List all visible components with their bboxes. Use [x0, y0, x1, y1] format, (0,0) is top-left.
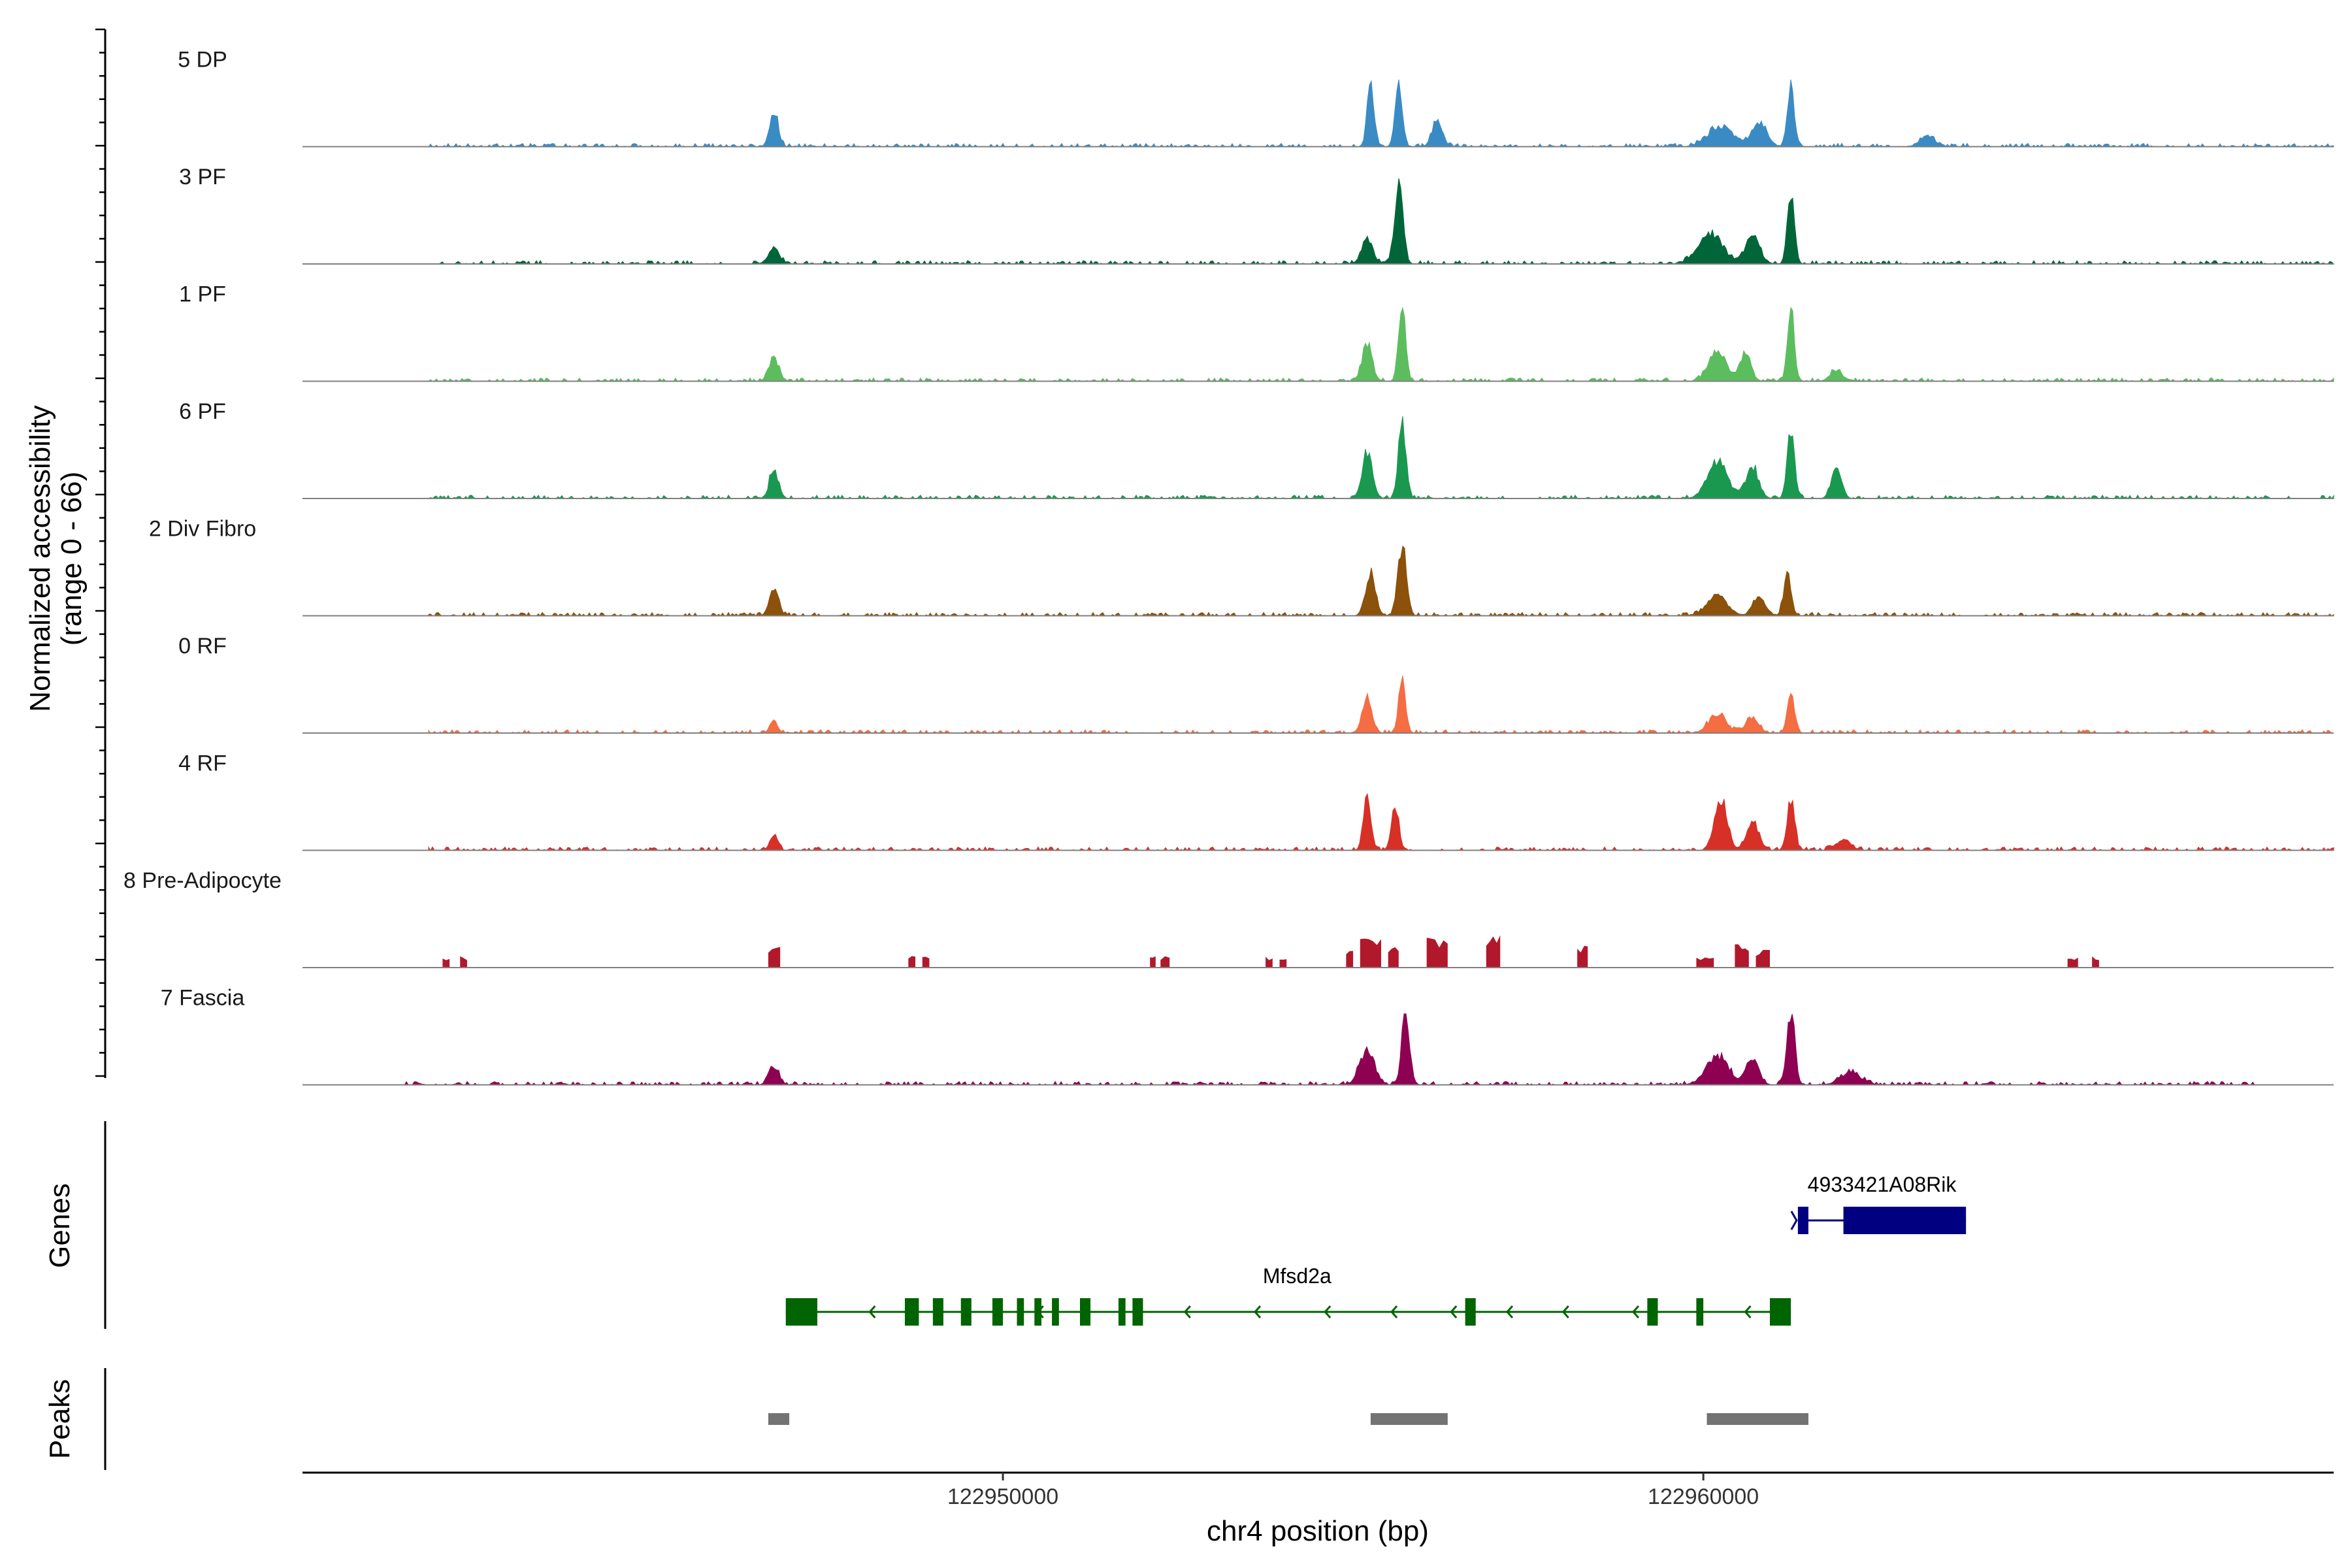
track-3-pf: 3 PF	[179, 165, 2335, 265]
y-axis-ticks	[95, 28, 105, 1077]
signal-block	[1279, 959, 1287, 968]
signal-block	[2092, 956, 2099, 968]
strand-arrow	[1561, 1305, 1569, 1318]
gene-4933421a08rik: 4933421A08Rik	[1790, 1173, 1967, 1234]
gene-exon	[992, 1298, 1004, 1326]
signal-block	[1266, 956, 1273, 968]
y-axis-title-line2: (range 0 - 66)	[56, 472, 88, 646]
gene-mfsd2a: Mfsd2a	[785, 1264, 1791, 1326]
gene-name-label: 4933421A08Rik	[1808, 1173, 1957, 1196]
gene-exon	[1118, 1298, 1126, 1326]
track-1-pf: 1 PF	[179, 282, 2334, 382]
strand-arrow	[1450, 1305, 1458, 1318]
peaks-panel	[768, 1413, 1808, 1425]
track-label: 4 RF	[178, 751, 227, 776]
signal-block	[768, 947, 781, 968]
gene-exon	[1079, 1298, 1091, 1326]
strand-arrow	[868, 1305, 876, 1318]
signal-block	[1388, 947, 1399, 968]
strand-arrow	[1631, 1305, 1640, 1318]
coverage-tracks: 5 DP 3 PF 1 PF 6 PF 2 Div Fibro 0 RF 4 RF 8 Pre…	[123, 48, 2335, 1086]
strand-arrow	[1390, 1305, 1398, 1318]
signal-area	[428, 545, 2334, 617]
strand-arrow	[1324, 1305, 1331, 1318]
strand-arrow	[1505, 1305, 1514, 1318]
x-axis-ticks: 122950000 122960000	[947, 1473, 1759, 1509]
strand-arrow	[1036, 1305, 1044, 1318]
signal-block	[460, 956, 467, 968]
signal-area	[428, 416, 2334, 499]
gene-exon	[960, 1298, 972, 1326]
track-5-dp: 5 DP	[178, 48, 2334, 148]
signal-area	[428, 675, 2334, 734]
track-2-div-fibro: 2 Div Fibro	[149, 517, 2334, 617]
track-6-pf: 6 PF	[179, 399, 2334, 499]
signal-area	[428, 792, 2334, 851]
gene-exon	[904, 1298, 919, 1326]
peak-region	[1370, 1413, 1448, 1425]
gene-exon	[1017, 1298, 1024, 1326]
signal-block	[1735, 944, 1749, 968]
track-label: 8 Pre-Adipocyte	[123, 868, 282, 893]
track-label: 0 RF	[178, 634, 227, 659]
gene-exon	[1769, 1298, 1791, 1326]
strand-arrow	[1254, 1305, 1262, 1318]
gene-name-label: Mfsd2a	[1263, 1264, 1331, 1288]
strand-arrow	[1744, 1305, 1752, 1318]
x-tick-label: 122950000	[947, 1484, 1058, 1509]
peak-region	[768, 1413, 790, 1425]
x-tick-label: 122960000	[1648, 1484, 1759, 1509]
gene-exon	[1052, 1298, 1059, 1326]
gene-exon	[1647, 1298, 1658, 1326]
strand-arrow	[1183, 1305, 1191, 1318]
signal-area	[428, 79, 2334, 148]
track-label: 7 Fascia	[161, 986, 245, 1011]
peaks-panel-label: Peaks	[44, 1379, 76, 1459]
signal-area	[400, 1013, 2264, 1086]
signal-block	[1486, 935, 1501, 968]
signal-block	[1360, 938, 1381, 968]
signal-block	[1756, 949, 1770, 968]
gene-exon	[1696, 1298, 1704, 1326]
track-label: 3 PF	[179, 165, 226, 189]
track-label: 2 Div Fibro	[149, 517, 256, 542]
genes-panel-label: Genes	[44, 1183, 76, 1268]
gene-exon	[932, 1298, 943, 1326]
signal-block	[1696, 957, 1714, 968]
track-label: 1 PF	[179, 282, 226, 307]
signal-block	[1160, 956, 1170, 968]
signal-block	[908, 956, 916, 968]
track-label: 5 DP	[178, 48, 227, 73]
signal-block	[442, 958, 450, 968]
gene-exon	[1843, 1207, 1967, 1234]
signal-area	[428, 178, 2335, 265]
gene-exon	[785, 1298, 817, 1326]
y-axis-title: Normalized accessibility (range 0 - 66)	[24, 405, 88, 711]
y-axis-title-line1: Normalized accessibility	[24, 405, 56, 711]
gene-exon	[1797, 1207, 1808, 1234]
signal-block	[1150, 956, 1156, 968]
track-8-pre-adipocyte: 8 Pre-Adipocyte	[123, 868, 2334, 968]
genes-panel: Mfsd2a 4933421A08Rik	[785, 1173, 1967, 1326]
signal-block	[922, 956, 930, 968]
signal-block	[2067, 957, 2078, 968]
gene-exon	[1132, 1298, 1143, 1326]
track-7-fascia: 7 Fascia	[161, 986, 2334, 1086]
signal-block	[1426, 938, 1448, 968]
track-label: 6 PF	[179, 399, 226, 424]
track-0-rf: 0 RF	[178, 634, 2334, 734]
track-4-rf: 4 RF	[178, 751, 2334, 851]
x-axis-title: chr4 position (bp)	[1207, 1515, 1429, 1547]
signal-block	[1346, 951, 1354, 968]
signal-block	[1577, 945, 1588, 968]
strand-arrow	[1790, 1211, 1798, 1230]
peak-region	[1707, 1413, 1808, 1425]
gene-exon	[1465, 1298, 1476, 1326]
signal-area	[428, 306, 2334, 382]
